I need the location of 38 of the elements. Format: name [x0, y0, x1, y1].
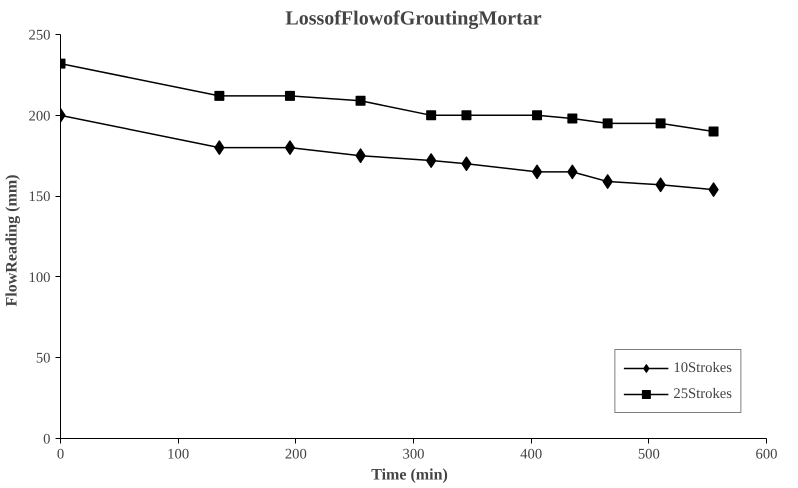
- point: [567, 164, 578, 180]
- x-tick-label: 200: [284, 446, 307, 462]
- y-tick-label: 100: [28, 270, 50, 286]
- legend-label: 10Strokes: [673, 360, 732, 376]
- point: [284, 140, 296, 156]
- x-tick-label: 500: [638, 446, 660, 462]
- point: [426, 110, 436, 120]
- y-tick-label: 200: [28, 108, 50, 124]
- point: [532, 110, 542, 120]
- x-tick-label: 100: [167, 446, 190, 462]
- point: [656, 118, 666, 128]
- y-tick-label: 50: [36, 350, 50, 367]
- x-tick-label: 600: [756, 446, 778, 462]
- point: [461, 156, 472, 172]
- point: [532, 164, 542, 180]
- point: [602, 118, 613, 128]
- y-tick-label: 0: [43, 432, 50, 448]
- point: [461, 110, 472, 120]
- point: [708, 126, 719, 136]
- x-tick-label: 0: [56, 446, 64, 462]
- chart-title: LossofFlowofGroutingMortar: [285, 8, 542, 30]
- x-tick-label: 300: [402, 446, 424, 462]
- point: [356, 96, 366, 106]
- x-axis-title: Time (min): [371, 466, 448, 484]
- point: [655, 177, 666, 192]
- x-tick-label: 400: [520, 446, 542, 462]
- point: [426, 153, 436, 168]
- y-tick-label: 150: [28, 189, 50, 206]
- point: [602, 174, 613, 190]
- point: [214, 140, 225, 156]
- y-axis-title: FlowReading (mm): [4, 174, 21, 306]
- point: [708, 182, 719, 198]
- point: [567, 114, 578, 124]
- legend-label: 25Strokes: [673, 386, 732, 402]
- point: [355, 148, 366, 164]
- point: [214, 90, 224, 101]
- point: [284, 90, 295, 101]
- y-tick-label: 250: [28, 28, 50, 44]
